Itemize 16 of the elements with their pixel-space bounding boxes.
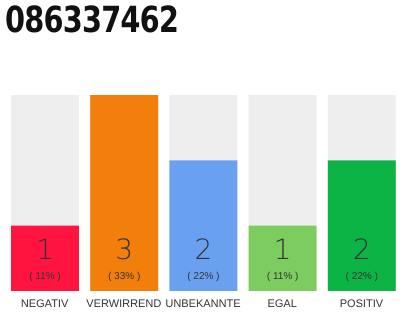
data-label: 2 bbox=[352, 233, 371, 266]
x-tick-label: UNBEKANNTE bbox=[165, 298, 241, 310]
data-label: 1 bbox=[36, 233, 54, 266]
x-tick-label: EGAL bbox=[268, 298, 297, 310]
x-tick-label: POSITIV bbox=[340, 298, 384, 310]
annotation: ( 22% ) bbox=[187, 271, 220, 282]
chart-title: 086337462 bbox=[5, 0, 178, 41]
annotation: ( 11% ) bbox=[266, 271, 298, 282]
data-label: 3 bbox=[115, 233, 134, 266]
annotation: ( 33% ) bbox=[108, 271, 140, 282]
data-label: 2 bbox=[194, 233, 212, 266]
annotation: ( 22% ) bbox=[346, 271, 378, 282]
x-tick-label: NEGATIV bbox=[20, 298, 69, 310]
x-tick-label: VERWIRREND bbox=[86, 298, 162, 310]
annotation: ( 11% ) bbox=[29, 271, 61, 282]
data-label: 1 bbox=[274, 233, 292, 266]
